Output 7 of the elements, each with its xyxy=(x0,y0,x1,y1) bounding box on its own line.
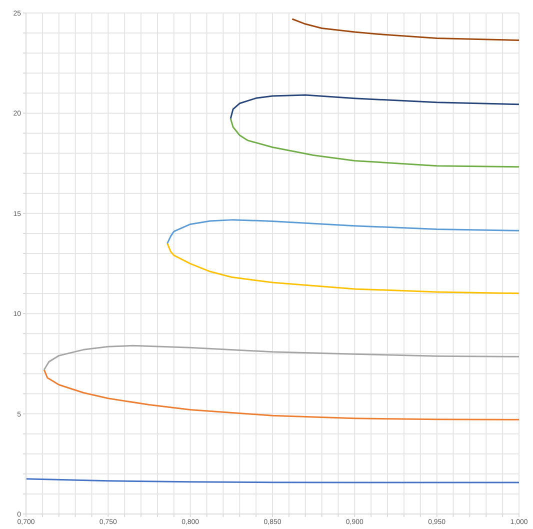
line-series xyxy=(166,219,519,244)
line-series xyxy=(43,368,519,420)
line-series xyxy=(43,344,519,370)
line-series xyxy=(230,94,519,120)
line-series xyxy=(291,18,519,42)
line-series xyxy=(230,118,519,168)
line-series xyxy=(166,242,519,294)
